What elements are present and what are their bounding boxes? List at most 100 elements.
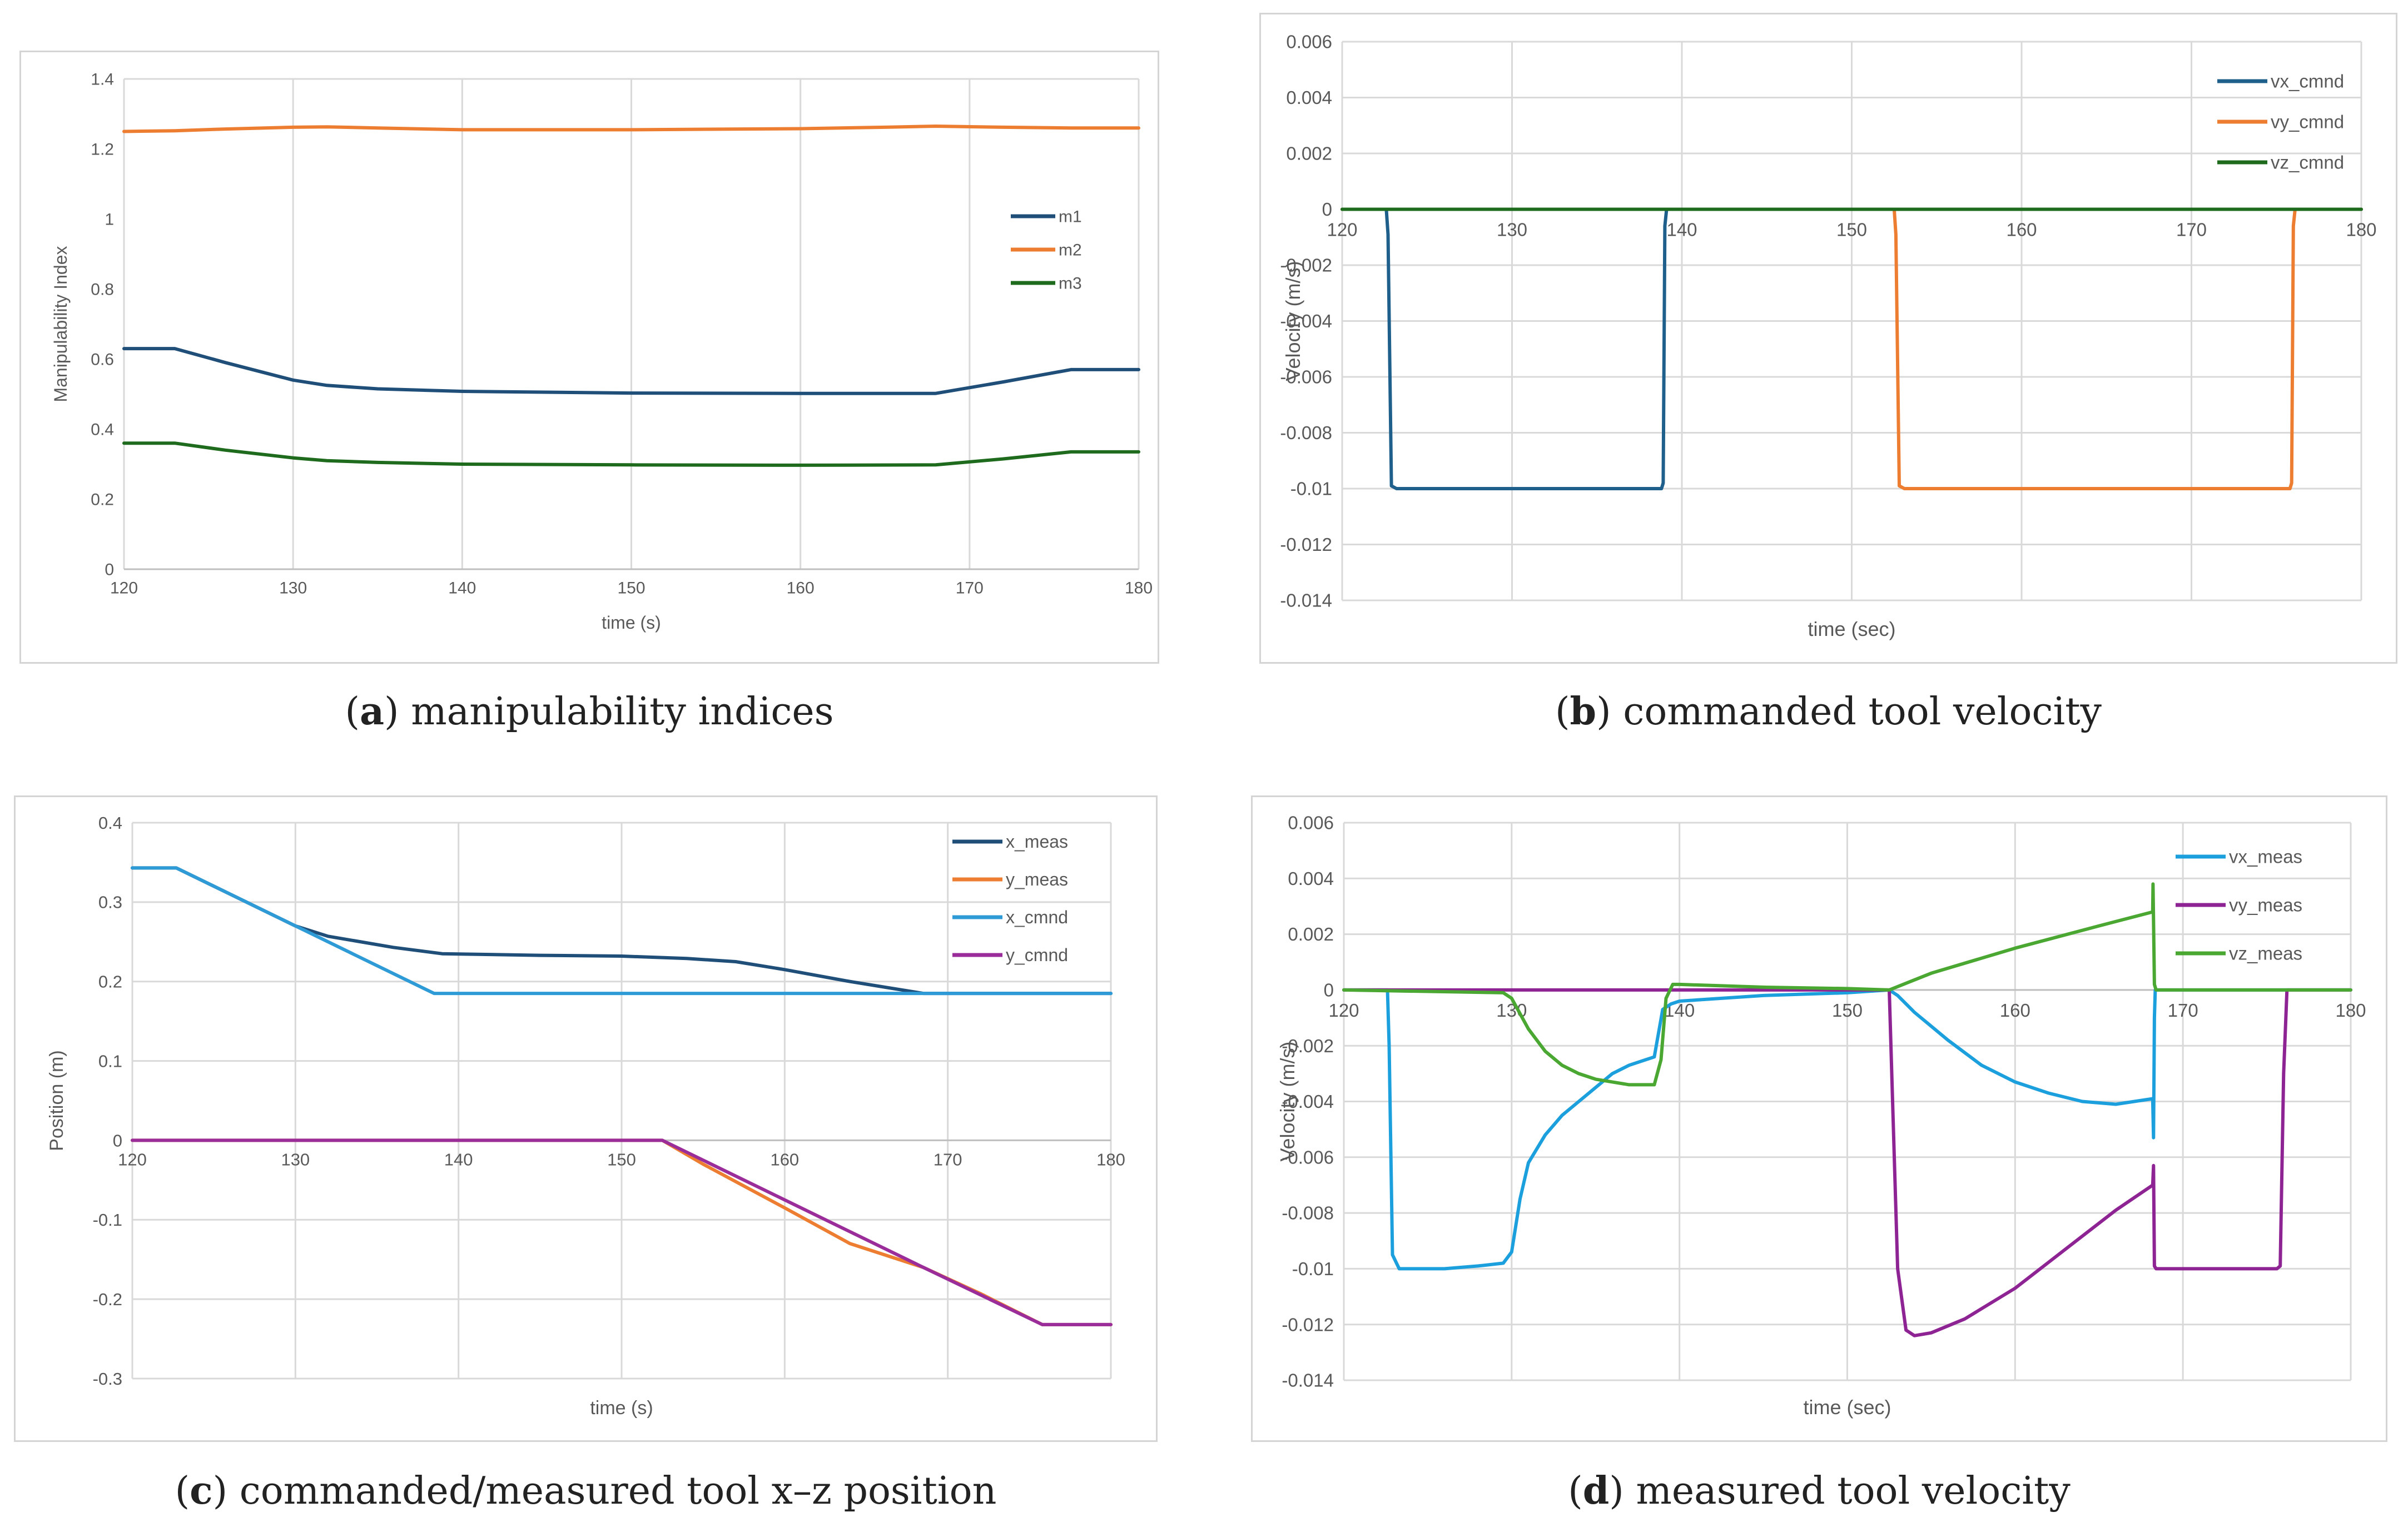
y-axis-title: Velocity (m/s) xyxy=(1282,261,1304,381)
series-line-x_cmnd xyxy=(131,866,1113,996)
caption-b-letter: b xyxy=(1570,689,1597,734)
x-tick-label: 140 xyxy=(1666,219,1697,240)
chart-a-svg: 0 0.2 0.4 0.6 0.8 1 1.2 1.4 120 130 140 150 160 170 18… xyxy=(51,71,1153,633)
y-tick-label: -0.014 xyxy=(1282,1370,1334,1391)
chart-d-svg: -0.014 -0.012 -0.01 -0.008 -0.006 -0.004 -0.00… xyxy=(1276,813,2366,1419)
y-tick-label: -0.01 xyxy=(1290,479,1332,499)
legend-label-vx_cmnd: vx_cmnd xyxy=(2271,71,2344,92)
x-tick-label: 150 xyxy=(607,1150,636,1169)
y-tick-label: 0.006 xyxy=(1286,32,1332,52)
legend-label-vz_meas: vz_meas xyxy=(2229,943,2302,964)
x-tick-label: 160 xyxy=(2006,219,2037,240)
y-tick-label: 0.004 xyxy=(1286,87,1332,108)
caption-c-letter: c xyxy=(190,1469,213,1513)
series-line-vx_cmnd xyxy=(1340,207,2363,490)
legend-label-y_cmnd: y_cmnd xyxy=(1006,945,1068,965)
y-tick-label: 0.8 xyxy=(91,281,114,299)
y-tick-label: 0.3 xyxy=(98,893,122,912)
series-line-vy_meas xyxy=(1342,988,2352,1337)
legend-label-x_meas: x_meas xyxy=(1006,832,1068,852)
y-tick-label: 0.2 xyxy=(91,491,114,509)
y-tick-label: -0.008 xyxy=(1282,1203,1334,1223)
x-tick-label: 180 xyxy=(2346,219,2376,240)
series-line-vz_meas xyxy=(1342,882,2352,1087)
legend-label-vx_meas: vx_meas xyxy=(2229,847,2302,867)
caption-c: (c) commanded/measured tool x–z position xyxy=(175,1469,997,1513)
legend-label-y_meas: y_meas xyxy=(1006,869,1068,889)
series-line-m3 xyxy=(122,441,1140,467)
y-tick-label: -0.006 xyxy=(1280,367,1332,387)
y-tick-label: 0.002 xyxy=(1286,143,1332,164)
caption-a: (a) manipulability indices xyxy=(345,689,834,734)
y-tick-label: 0.6 xyxy=(91,351,114,369)
y-tick-label: 0.002 xyxy=(1288,924,1334,944)
y-tick-label: -0.3 xyxy=(93,1369,122,1389)
caption-a-text: ) manipulability indices xyxy=(384,690,834,734)
x-tick-label: 150 xyxy=(1836,219,1867,240)
x-tick-label: 170 xyxy=(956,579,984,598)
y-tick-label: -0.002 xyxy=(1280,255,1332,276)
y-tick-label: -0.2 xyxy=(93,1290,122,1309)
y-tick-label: 0.1 xyxy=(98,1051,122,1071)
x-tick-label: 180 xyxy=(1125,579,1153,598)
y-axis-title: Velocity (m/s) xyxy=(1276,1041,1299,1161)
x-tick-label: 180 xyxy=(1096,1150,1125,1169)
y-axis-title: Manipulability Index xyxy=(51,246,71,402)
caption-a-letter: a xyxy=(359,689,385,734)
x-tick-label: 140 xyxy=(444,1150,473,1169)
x-tick-label: 180 xyxy=(2335,1000,2366,1021)
x-tick-label: 170 xyxy=(934,1150,962,1169)
y-tick-label: -0.012 xyxy=(1282,1314,1334,1335)
chart-panel-b: -0.014 -0.012 -0.01 -0.008 -0.006 -0.004 -0.00… xyxy=(1259,13,2397,664)
x-tick-label: 120 xyxy=(1327,219,1357,240)
y-tick-label: 1.4 xyxy=(91,71,114,89)
x-axis-title: time (sec) xyxy=(1803,1396,1891,1419)
legend-label-x_cmnd: x_cmnd xyxy=(1006,907,1068,927)
x-tick-label: 120 xyxy=(1328,1000,1359,1021)
caption-d-text: ) measured tool velocity xyxy=(1609,1469,2071,1513)
x-tick-label: 160 xyxy=(2000,1000,2030,1021)
y-tick-label: -0.006 xyxy=(1282,1147,1334,1167)
y-tick-label: 1.2 xyxy=(91,141,114,159)
x-axis-title: time (sec) xyxy=(1808,618,1895,640)
x-tick-label: 170 xyxy=(2168,1000,2198,1021)
y-tick-label: 0 xyxy=(105,561,114,579)
legend-label-vy_cmnd: vy_cmnd xyxy=(2271,112,2344,132)
x-tick-label: 130 xyxy=(279,579,307,598)
x-tick-label: 150 xyxy=(1832,1000,1863,1021)
y-tick-label: 0.004 xyxy=(1288,868,1334,889)
x-tick-label: 170 xyxy=(2176,219,2207,240)
y-tick-label: 1 xyxy=(105,211,114,229)
caption-d: (d) measured tool velocity xyxy=(1568,1469,2071,1513)
series-line-vy_cmnd xyxy=(1340,207,2363,490)
chart-c-svg: -0.3 -0.2 -0.1 0 0.1 0.2 0.3 0.4 120 130 140 150 160… xyxy=(46,813,1125,1419)
x-axis-title: time (s) xyxy=(590,1397,653,1419)
x-tick-label: 130 xyxy=(281,1150,310,1169)
y-tick-label: -0.004 xyxy=(1280,311,1332,331)
series-line-y_cmnd xyxy=(131,1138,1113,1326)
x-tick-label: 150 xyxy=(617,579,645,598)
series-line-m2 xyxy=(122,125,1140,133)
y-axis-title: Position (m) xyxy=(46,1050,67,1151)
y-tick-label: -0.012 xyxy=(1280,534,1332,555)
legend-label-vy_meas: vy_meas xyxy=(2229,895,2302,916)
y-tick-label: -0.1 xyxy=(93,1210,122,1230)
y-tick-label: 0.006 xyxy=(1288,813,1334,833)
legend-label-m2: m2 xyxy=(1059,241,1082,260)
series-line-m1 xyxy=(122,347,1140,395)
y-tick-label: -0.002 xyxy=(1282,1036,1334,1056)
x-axis-title: time (s) xyxy=(602,613,661,633)
y-tick-label: 0 xyxy=(1324,979,1334,1000)
chart-panel-a: 0 0.2 0.4 0.6 0.8 1 1.2 1.4 120 130 140 150 160 170 18… xyxy=(19,51,1159,664)
y-tick-label: 0 xyxy=(1322,199,1332,220)
caption-d-letter: d xyxy=(1582,1469,1610,1513)
y-tick-label: -0.008 xyxy=(1280,422,1332,443)
chart-panel-d: -0.014 -0.012 -0.01 -0.008 -0.006 -0.004 -0.00… xyxy=(1251,795,2387,1442)
caption-b-text: ) commanded tool velocity xyxy=(1596,690,2102,734)
x-tick-label: 160 xyxy=(770,1150,799,1169)
y-tick-label: -0.004 xyxy=(1282,1091,1334,1112)
x-tick-label: 140 xyxy=(1664,1000,1695,1021)
legend-label-vz_cmnd: vz_cmnd xyxy=(2271,152,2344,173)
caption-b: (b) commanded tool velocity xyxy=(1555,689,2102,734)
chart-panel-c: -0.3 -0.2 -0.1 0 0.1 0.2 0.3 0.4 120 130 140 150 160… xyxy=(14,795,1158,1442)
